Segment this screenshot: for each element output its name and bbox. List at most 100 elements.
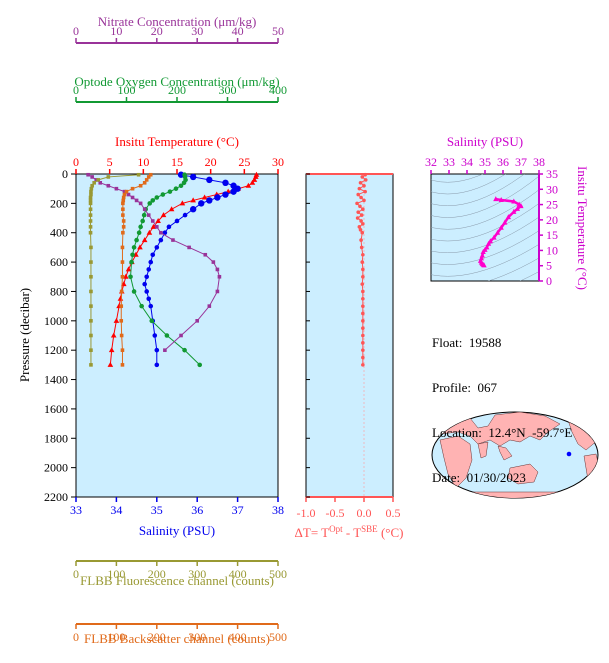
density-contour xyxy=(431,216,539,253)
nitrate-point xyxy=(195,319,199,323)
fluorescence-point xyxy=(92,181,96,185)
pressure-tick-label: 1800 xyxy=(44,431,68,445)
nitrate-point xyxy=(86,172,90,177)
salinity-point xyxy=(222,191,229,198)
salinity-series xyxy=(142,171,241,368)
delta-t-point xyxy=(361,341,365,345)
fluorescence-point xyxy=(89,363,93,367)
salinity-point xyxy=(154,362,160,368)
oxygen-point xyxy=(160,192,166,197)
oxygen-point xyxy=(128,274,133,280)
nitrate-tick-label: 0 xyxy=(73,24,79,38)
oxygen-point xyxy=(197,362,203,368)
temperature-point xyxy=(190,197,196,203)
nitrate-point xyxy=(215,267,220,272)
nitrate-point xyxy=(106,183,111,188)
pressure-tick-label: 200 xyxy=(50,196,68,210)
fluorescence-point xyxy=(88,219,93,223)
backscatter-point xyxy=(119,319,124,323)
salinity-tick-label: 37 xyxy=(232,503,244,517)
fluorescence-point xyxy=(89,319,93,323)
oxygen-point xyxy=(136,230,142,236)
delta-t-point xyxy=(362,183,366,188)
fluorescence-point xyxy=(136,172,141,177)
fluorescence-point xyxy=(89,189,93,194)
oxygen-tick-label: 200 xyxy=(168,83,186,97)
fluorescence-point xyxy=(89,304,93,308)
backscatter-point xyxy=(138,183,143,188)
delta-t-point xyxy=(360,175,365,179)
delta-t-tick-label: -1.0 xyxy=(297,506,316,520)
ts-temperature-axis-label: Insitu Temperature (°C) xyxy=(575,166,590,290)
temperature-tick-label: 30 xyxy=(272,155,284,169)
delta-t-point xyxy=(359,245,364,250)
salinity-point xyxy=(206,176,213,184)
ts-salinity-tick-label: 35 xyxy=(479,155,491,169)
temperature-point xyxy=(150,223,157,229)
delta-t-point xyxy=(361,222,365,226)
backscatter-series xyxy=(119,172,153,367)
profile-date: Date: 01/30/2023 xyxy=(432,470,526,485)
delta-t-point xyxy=(355,216,360,220)
ts-temperature-tick-label: 20 xyxy=(546,213,558,227)
salinity-point xyxy=(189,173,197,181)
nitrate-point xyxy=(138,201,143,206)
temperature-point xyxy=(168,206,175,212)
oxygen-point xyxy=(178,183,184,189)
float-location-marker xyxy=(566,451,572,457)
backscatter-point xyxy=(121,219,126,223)
pressure-tick-label: 0 xyxy=(62,167,68,181)
ts-salinity-tick-label: 37 xyxy=(515,155,527,169)
fluorescence-point xyxy=(96,178,101,182)
pressure-axis-label: Pressure (decibar) xyxy=(17,288,32,382)
temperature-point xyxy=(155,217,161,223)
nitrate-point xyxy=(98,181,103,185)
oxygen-point xyxy=(131,245,137,250)
temperature-point xyxy=(141,237,148,243)
delta-t-point xyxy=(358,181,363,185)
fluorescence-point xyxy=(88,198,93,203)
temperature-tick-label: 20 xyxy=(205,155,217,169)
oxygen-axis-label: Optode Oxygen Concentration (μm/kg) xyxy=(74,74,279,89)
salinity-point xyxy=(152,333,158,338)
fluorescence-series xyxy=(88,172,141,367)
pressure-tick-label: 800 xyxy=(50,284,68,298)
temperature-point xyxy=(249,179,256,185)
fluorescence-point xyxy=(89,186,94,191)
oxygen-point xyxy=(173,186,179,191)
nitrate-point xyxy=(94,178,98,182)
oxygen-series xyxy=(128,172,203,368)
backscatter-point xyxy=(148,172,153,177)
delta-t-series xyxy=(355,172,368,367)
temperature-tick-label: 25 xyxy=(238,155,250,169)
oxygen-point xyxy=(134,237,139,243)
ts-point xyxy=(514,205,520,211)
main-profile-panel: 0200400600800100012001400160018002000220… xyxy=(17,14,287,646)
nitrate-point xyxy=(159,230,163,235)
backscatter-point xyxy=(120,274,125,279)
oxygen-point xyxy=(149,318,155,324)
delta-t-point xyxy=(361,319,365,323)
delta-t-point xyxy=(363,172,367,177)
backscatter-point xyxy=(119,289,124,294)
salinity-point xyxy=(230,188,237,195)
fluorescence-axis-label: FLBB Fluorescence channel (counts) xyxy=(80,573,274,588)
fluorescence-point xyxy=(89,333,93,338)
oxygen-point xyxy=(131,289,137,294)
delta-t-point xyxy=(357,225,362,229)
oxygen-point xyxy=(147,201,153,206)
delta-t-tick-label: 0.0 xyxy=(357,506,372,520)
delta-t-point xyxy=(361,207,365,212)
fluorescence-tick-label: 500 xyxy=(269,567,287,581)
nitrate-series xyxy=(86,172,222,352)
delta-t-plot-background xyxy=(305,173,394,498)
delta-t-point xyxy=(357,186,362,191)
density-contour xyxy=(431,230,539,265)
delta-t-point xyxy=(359,195,363,200)
ts-point xyxy=(511,198,517,204)
backscatter-point xyxy=(121,213,125,217)
backscatter-point xyxy=(124,189,129,194)
ts-point xyxy=(480,248,486,254)
ts-temperature-tick-label: 25 xyxy=(546,198,558,212)
oxygen-point xyxy=(181,180,187,186)
